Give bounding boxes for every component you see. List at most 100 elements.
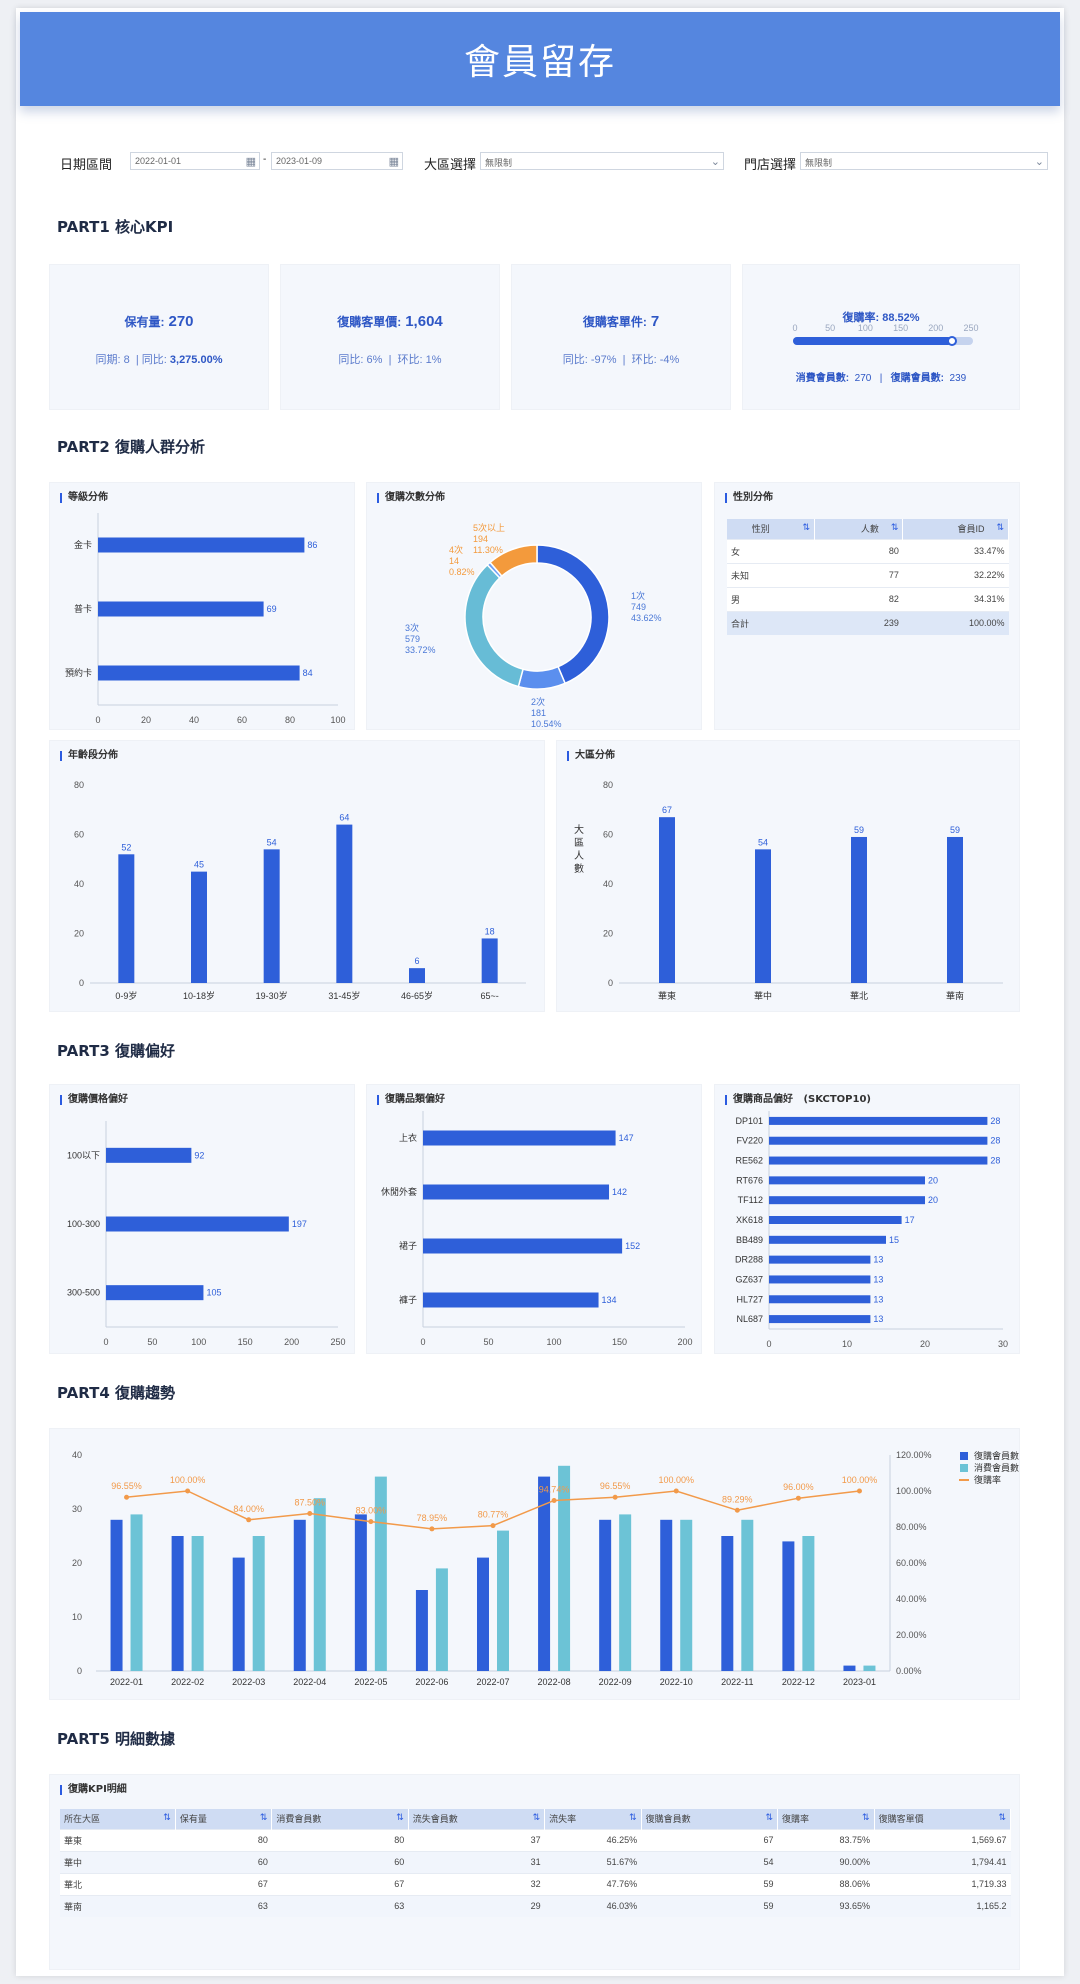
data-label: 20 xyxy=(928,1195,938,1205)
table-cell: 67 xyxy=(641,1828,778,1851)
data-label: 20 xyxy=(928,1175,938,1185)
x-tick-label: 0 xyxy=(420,1337,425,1347)
data-label: 86 xyxy=(307,540,317,550)
table-cell: 80 xyxy=(175,1828,272,1851)
category-label: 46-65岁 xyxy=(401,990,433,1001)
table-cell: 華南 xyxy=(60,1894,176,1917)
sort-icon[interactable]: ⇅ xyxy=(998,1812,1006,1823)
x-tick-label: 40 xyxy=(189,715,199,725)
sort-icon[interactable]: ⇅ xyxy=(532,1812,541,1823)
category-label: 休閒外套 xyxy=(381,1186,417,1197)
category-label: 2023-01 xyxy=(843,1677,876,1687)
table-header-cell[interactable]: ⇅ 保有量 xyxy=(175,1809,273,1829)
y-right-tick-label: 120.00% xyxy=(896,1450,932,1460)
data-label: 52 xyxy=(121,842,131,852)
header-label: 流失率 xyxy=(549,1814,577,1825)
calendar-icon[interactable]: ▦ xyxy=(245,156,256,168)
table-header-cell[interactable]: ⇅ 人數 xyxy=(814,519,904,539)
bar xyxy=(477,1557,489,1671)
bar xyxy=(741,1519,754,1671)
category-label: 華南 xyxy=(946,990,964,1001)
table-header-cell[interactable]: ⇅ 性別 xyxy=(727,519,815,539)
kpi-label: 保有量: xyxy=(124,315,165,329)
table-header-cell[interactable]: ⇅ 復購會員數 xyxy=(641,1809,779,1829)
bar xyxy=(680,1519,693,1671)
sort-icon[interactable]: ⇅ xyxy=(163,1812,171,1823)
store-select[interactable]: 無限制 ⌄ xyxy=(800,152,1048,170)
rate-point xyxy=(185,1488,191,1494)
kpi-value: 270 xyxy=(854,373,872,384)
region-bar-chart: 0 20 40 60 80 67 華東 54 華中 59 華北 59 華南 大區人數 xyxy=(574,780,1003,1001)
page-title: 會員留存 xyxy=(463,42,616,83)
region-select[interactable]: 無限制 ⌄ xyxy=(480,152,724,170)
kpi-unit-count-sub: 同比: -97% | 环比: -4% xyxy=(512,351,730,367)
bar xyxy=(106,1216,289,1232)
sort-icon[interactable]: ⇅ xyxy=(802,522,810,533)
bar xyxy=(481,938,498,983)
table-header-cell[interactable]: ⇅ 消費會員數 xyxy=(271,1809,409,1829)
table-header-cell[interactable]: ⇅ 流失會員數 xyxy=(408,1809,546,1829)
panel-title: 年齡段分佈 xyxy=(60,751,118,761)
data-label: 17 xyxy=(905,1215,915,1225)
bar xyxy=(769,1315,871,1324)
data-label: 18 xyxy=(485,926,495,936)
data-label: 28 xyxy=(990,1156,1000,1166)
sort-icon[interactable]: ⇅ xyxy=(629,1812,637,1823)
trend-combo-chart: 0 10 20 30 40 0.00% 20.00% 40.00% 60.00% 80.00% 10… xyxy=(72,1450,1019,1687)
gauge-tick-label: 250 xyxy=(963,323,979,333)
category-label: 金卡 xyxy=(74,539,92,550)
bar xyxy=(769,1275,871,1284)
table-cell: 32.22% xyxy=(902,562,1009,587)
category-label: XK618 xyxy=(736,1215,763,1225)
bar xyxy=(497,1530,509,1671)
table-header-cell[interactable]: ⇅ 復購率 xyxy=(777,1809,875,1829)
gauge-tick-label: 100 xyxy=(857,323,873,333)
bar xyxy=(191,1536,204,1671)
sort-icon[interactable]: ⇅ xyxy=(996,522,1004,533)
header-label: 所在大區 xyxy=(64,1814,101,1825)
kpi-unit-price-main: 復購客單價: 1,604 xyxy=(281,313,499,330)
table-header-cell[interactable]: ⇅ 流失率 xyxy=(544,1809,642,1829)
legend-swatch xyxy=(960,1464,968,1472)
y-tick-label: 0 xyxy=(79,978,84,988)
table-cell: 46.03% xyxy=(544,1894,642,1917)
rate-data-label: 80.77% xyxy=(478,1510,509,1520)
category-label: 2022-03 xyxy=(232,1677,265,1687)
y-tick-label: 60 xyxy=(603,830,613,840)
data-label: 13 xyxy=(873,1314,883,1324)
kpi-sep: | xyxy=(135,354,139,366)
detail-table: ⇅ 所在大區 ⇅ 保有量 ⇅ 消費會員數 ⇅ 流失會員數 ⇅ 流失率 ⇅ 復購會員數 ⇅ 復購率 ⇅ 復購客單… xyxy=(60,1809,1012,1917)
table-cell: 47.76% xyxy=(544,1872,642,1895)
data-label: 59 xyxy=(950,825,960,835)
table-header-cell[interactable]: ⇅ 會員ID xyxy=(902,519,1009,539)
bar xyxy=(423,1292,599,1308)
y-right-tick-label: 0.00% xyxy=(896,1666,922,1676)
table-header-cell[interactable]: ⇅ 復購客單價 xyxy=(874,1809,1012,1829)
table-cell: 100.00% xyxy=(902,610,1009,635)
data-label: 28 xyxy=(990,1136,1000,1146)
panel-detail-table: 復購KPI明細 ⇅ 所在大區 ⇅ 保有量 ⇅ 消費會員數 ⇅ 流失會員數 ⇅ 流失率 ⇅ 復購會員數 ⇅… xyxy=(49,1774,1020,1970)
gauge-tick-label: 50 xyxy=(825,323,836,333)
table-cell: 93.65% xyxy=(777,1894,875,1917)
repurchase-gauge-track xyxy=(793,336,973,346)
calendar-icon[interactable]: ▦ xyxy=(388,156,399,168)
sort-icon[interactable]: ⇅ xyxy=(765,1812,774,1823)
date-to-value: 2023-01-09 xyxy=(276,156,323,166)
category-label: 19-30岁 xyxy=(256,990,288,1001)
sort-icon[interactable]: ⇅ xyxy=(890,522,899,533)
sort-icon[interactable]: ⇅ xyxy=(259,1812,268,1823)
table-cell: 1,794.41 xyxy=(874,1850,1011,1873)
date-from-input[interactable]: 2022-01-01 ▦ xyxy=(130,152,260,170)
table-header-cell[interactable]: ⇅ 所在大區 xyxy=(60,1809,176,1829)
y-axis-label: 大區人數 xyxy=(574,823,584,875)
sort-icon[interactable]: ⇅ xyxy=(862,1812,870,1823)
sort-icon[interactable]: ⇅ xyxy=(396,1812,404,1823)
data-label: 147 xyxy=(619,1133,634,1143)
data-label: 64 xyxy=(339,813,349,823)
kpi-value: 88.52% xyxy=(882,312,920,324)
bar xyxy=(423,1184,610,1200)
panel-title: 等級分佈 xyxy=(60,493,108,503)
date-to-input[interactable]: 2023-01-09 ▦ xyxy=(271,152,403,170)
y-tick-label: 0 xyxy=(608,978,613,988)
kpi-value: 7 xyxy=(650,313,660,330)
